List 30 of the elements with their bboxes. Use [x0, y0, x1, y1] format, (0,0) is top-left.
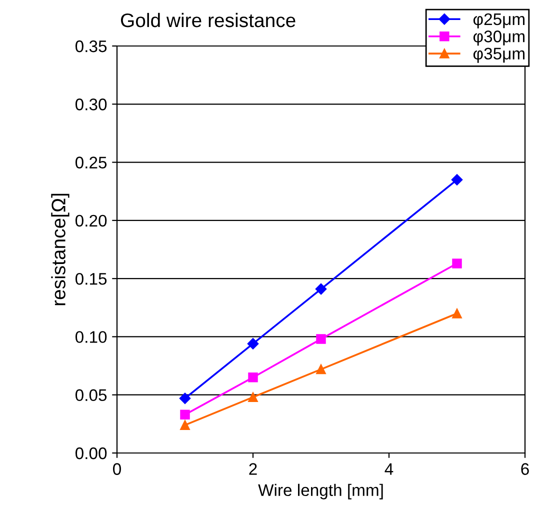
point [451, 174, 463, 186]
point [179, 392, 191, 404]
point [248, 392, 258, 402]
x-tick-label: 0 [113, 463, 121, 475]
point [180, 420, 190, 430]
y-tick-label: 0.35 [75, 40, 107, 52]
point [315, 283, 327, 295]
point [452, 308, 462, 318]
legend-label: φ25μm [473, 13, 524, 28]
point [316, 334, 326, 344]
x-axis-title: Wire length [mm] [258, 484, 383, 500]
x-tick-label: 2 [249, 463, 257, 475]
y-tick-label: 0.05 [75, 389, 107, 402]
x-tick-label: 6 [521, 463, 529, 475]
point [247, 338, 259, 350]
y-axis-title: resistance[Ω] [51, 194, 70, 306]
point [180, 410, 190, 420]
x-tick-label: 4 [384, 463, 394, 475]
y-tick-label: 0.15 [75, 272, 107, 285]
point [452, 258, 462, 268]
legend-label: φ30μm [473, 30, 524, 46]
y-tick-label: 0.20 [75, 214, 107, 227]
point [316, 364, 326, 374]
y-tick-label: 0.10 [75, 331, 107, 343]
point [248, 372, 258, 382]
chart-title: Gold wire resistance [120, 12, 296, 28]
legend-label: φ35μm [473, 48, 524, 63]
y-tick-label: 0.00 [75, 447, 107, 460]
y-tick-label: 0.25 [75, 156, 107, 168]
y-tick-label: 0.30 [75, 98, 107, 110]
